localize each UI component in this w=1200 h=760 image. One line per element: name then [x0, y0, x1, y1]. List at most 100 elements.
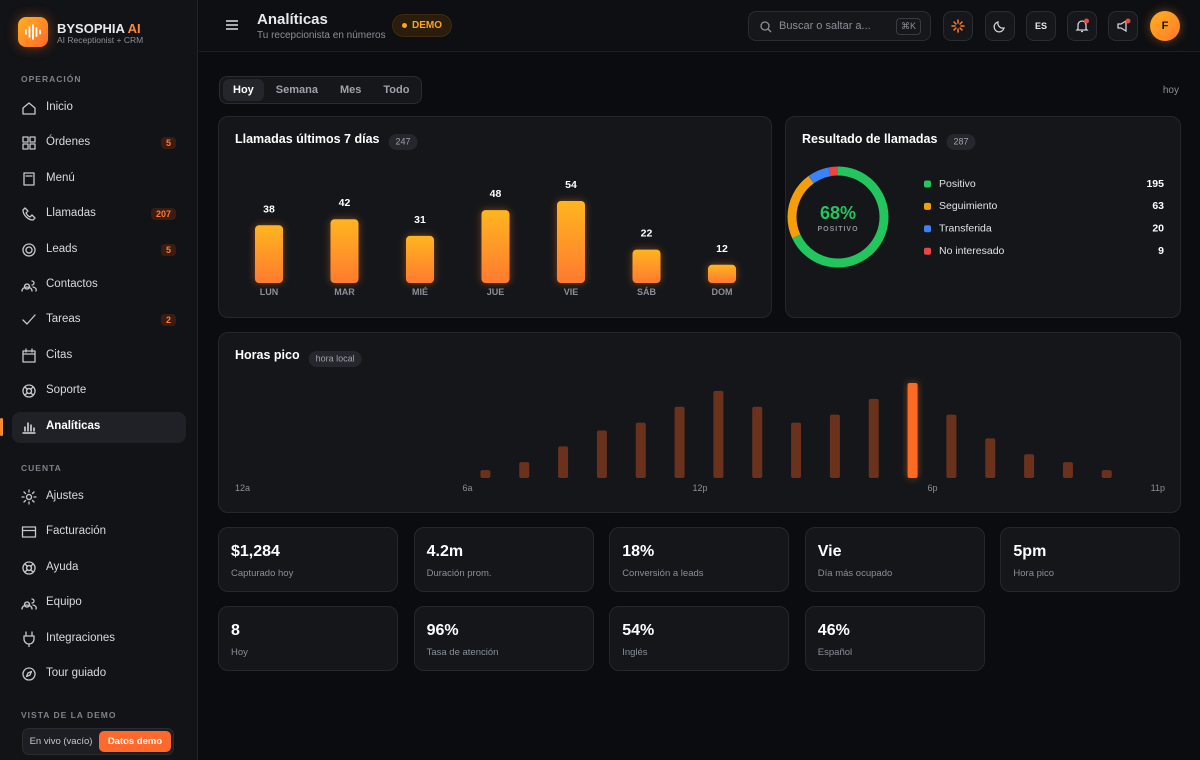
- kpi-value: 96%: [426, 622, 459, 639]
- menu-button[interactable]: [225, 18, 239, 32]
- hour-bar: [907, 383, 918, 478]
- bell-icon: [1075, 18, 1089, 33]
- nav-label: Leads: [46, 242, 78, 255]
- icon-shape: [22, 242, 36, 257]
- nav-label: Contactos: [46, 278, 98, 290]
- icon-shape: [21, 526, 37, 539]
- category-label: JUE: [487, 287, 505, 297]
- moon-icon: [993, 21, 1005, 33]
- category-label: MIÉ: [412, 287, 428, 297]
- section-title: VISTA DE LA DEMO: [21, 710, 117, 721]
- kpi-value: 18%: [622, 543, 655, 560]
- icon-shape: [23, 630, 35, 647]
- kpi-card: 96% Tasa de atención: [413, 606, 594, 671]
- kpi-label: Día más ocupado: [817, 568, 893, 579]
- nav-item[interactable]: Integraciones: [12, 624, 186, 655]
- range-tab[interactable]: Hoy: [223, 79, 264, 101]
- nav-badge: 207: [150, 208, 176, 221]
- nav-icon: [22, 348, 36, 363]
- hour-bar: [635, 422, 646, 478]
- nav-item[interactable]: Soporte: [12, 376, 186, 407]
- kpi-card: 46% Español: [804, 606, 985, 671]
- kpi-value: 5pm: [1013, 543, 1047, 560]
- range-tab[interactable]: Todo: [383, 84, 410, 96]
- card-badge: 287: [953, 136, 968, 146]
- card-title: Horas pico: [235, 348, 300, 362]
- nav-item[interactable]: Contactos: [12, 270, 186, 301]
- nav-label: Tour guiado: [46, 667, 107, 679]
- outcome-card: Resultado de llamadas 287 Positivo 195 Segu…: [785, 116, 1181, 318]
- nav-icon: [22, 384, 36, 398]
- nav-item[interactable]: Tour guiado: [12, 659, 186, 690]
- nav-label: Integraciones: [46, 631, 116, 644]
- nav-item[interactable]: Facturación: [12, 517, 186, 548]
- hour-label: 12p: [692, 483, 707, 493]
- kpi-label: Inglés: [622, 647, 648, 658]
- category-label: VIE: [564, 287, 579, 297]
- bar-value: 42: [339, 197, 351, 209]
- nav-item[interactable]: Menú: [12, 164, 186, 195]
- kpi-value: 8: [231, 622, 240, 639]
- demo-toggle: En vivo (vacío) Datos demo: [22, 728, 174, 756]
- nav-icon: [21, 489, 37, 505]
- hour-label: 6a: [462, 483, 472, 493]
- legend-value: 9: [1158, 245, 1164, 257]
- search-shortcut: ⌘K: [895, 18, 921, 35]
- nav-label: Inicio: [46, 101, 73, 113]
- category-label: DOM: [712, 287, 733, 297]
- kpi-label: Hora pico: [1013, 568, 1055, 579]
- range-tab[interactable]: Semana: [275, 84, 318, 96]
- nav-item[interactable]: Ayuda: [12, 553, 186, 584]
- nav-item[interactable]: Analíticas: [12, 411, 186, 443]
- range-tab[interactable]: Mes: [339, 84, 362, 96]
- announcements-button[interactable]: [1108, 11, 1138, 41]
- nav-item[interactable]: Inicio: [12, 93, 186, 124]
- nav-item[interactable]: Tareas 2: [12, 305, 186, 336]
- nav-icon: [22, 207, 36, 221]
- legend-value: 20: [1152, 223, 1164, 235]
- donut-segment: [787, 166, 889, 268]
- bar-value: 12: [716, 243, 728, 255]
- nav-label: Llamadas: [46, 207, 96, 220]
- theme-accent-button[interactable]: [943, 11, 973, 41]
- nav-item[interactable]: Citas: [12, 341, 186, 372]
- logo: [18, 17, 48, 47]
- brand: BYSOPHIA AI: [57, 21, 141, 36]
- brand-name: BYSOPHIA: [57, 21, 125, 36]
- bar-value: 31: [414, 214, 426, 226]
- header: Analíticas Tu recepcionista en números D…: [199, 0, 1200, 52]
- icon-shape: [22, 136, 36, 151]
- legend-label: Transferida: [939, 223, 992, 235]
- nav-item[interactable]: Ajustes: [12, 482, 186, 513]
- section-title: CUENTA: [21, 463, 62, 473]
- nav-item[interactable]: Equipo: [12, 588, 186, 619]
- notifications-button[interactable]: [1067, 11, 1097, 41]
- hour-label: 11p: [1151, 483, 1165, 493]
- demo-option[interactable]: En vivo (vacío): [29, 736, 93, 748]
- bar: [406, 235, 434, 283]
- kpi-label: Conversión a leads: [622, 568, 704, 579]
- hour-label: 12a: [235, 483, 250, 493]
- kpi-value: $1,284: [231, 543, 280, 560]
- nav-badge: 5: [160, 137, 176, 150]
- nav-label: Ajustes: [46, 490, 84, 502]
- kpi-card: 18% Conversión a leads: [609, 527, 790, 592]
- nav-item[interactable]: Llamadas 207: [12, 199, 186, 230]
- kpi-label: Duración prom.: [426, 568, 492, 579]
- demo-option[interactable]: Datos demo: [99, 731, 171, 753]
- search-box[interactable]: Buscar o saltar a... ⌘K: [748, 11, 931, 41]
- dark-mode-button[interactable]: [985, 11, 1015, 41]
- language-button[interactable]: ES: [1026, 11, 1056, 41]
- kpi-card: 4.2m Duración prom.: [413, 527, 594, 592]
- bar-value: 22: [641, 228, 653, 240]
- badge-dot: [402, 23, 407, 28]
- nav-label: Menú: [46, 171, 75, 184]
- nav-item[interactable]: Leads 5: [12, 235, 186, 266]
- avatar[interactable]: F: [1150, 11, 1180, 41]
- nav-item[interactable]: Órdenes 5: [12, 128, 186, 159]
- nav-icon: [21, 280, 37, 292]
- hour-bar: [791, 422, 802, 478]
- icon-shape: [21, 598, 37, 610]
- hour-bar: [713, 390, 724, 478]
